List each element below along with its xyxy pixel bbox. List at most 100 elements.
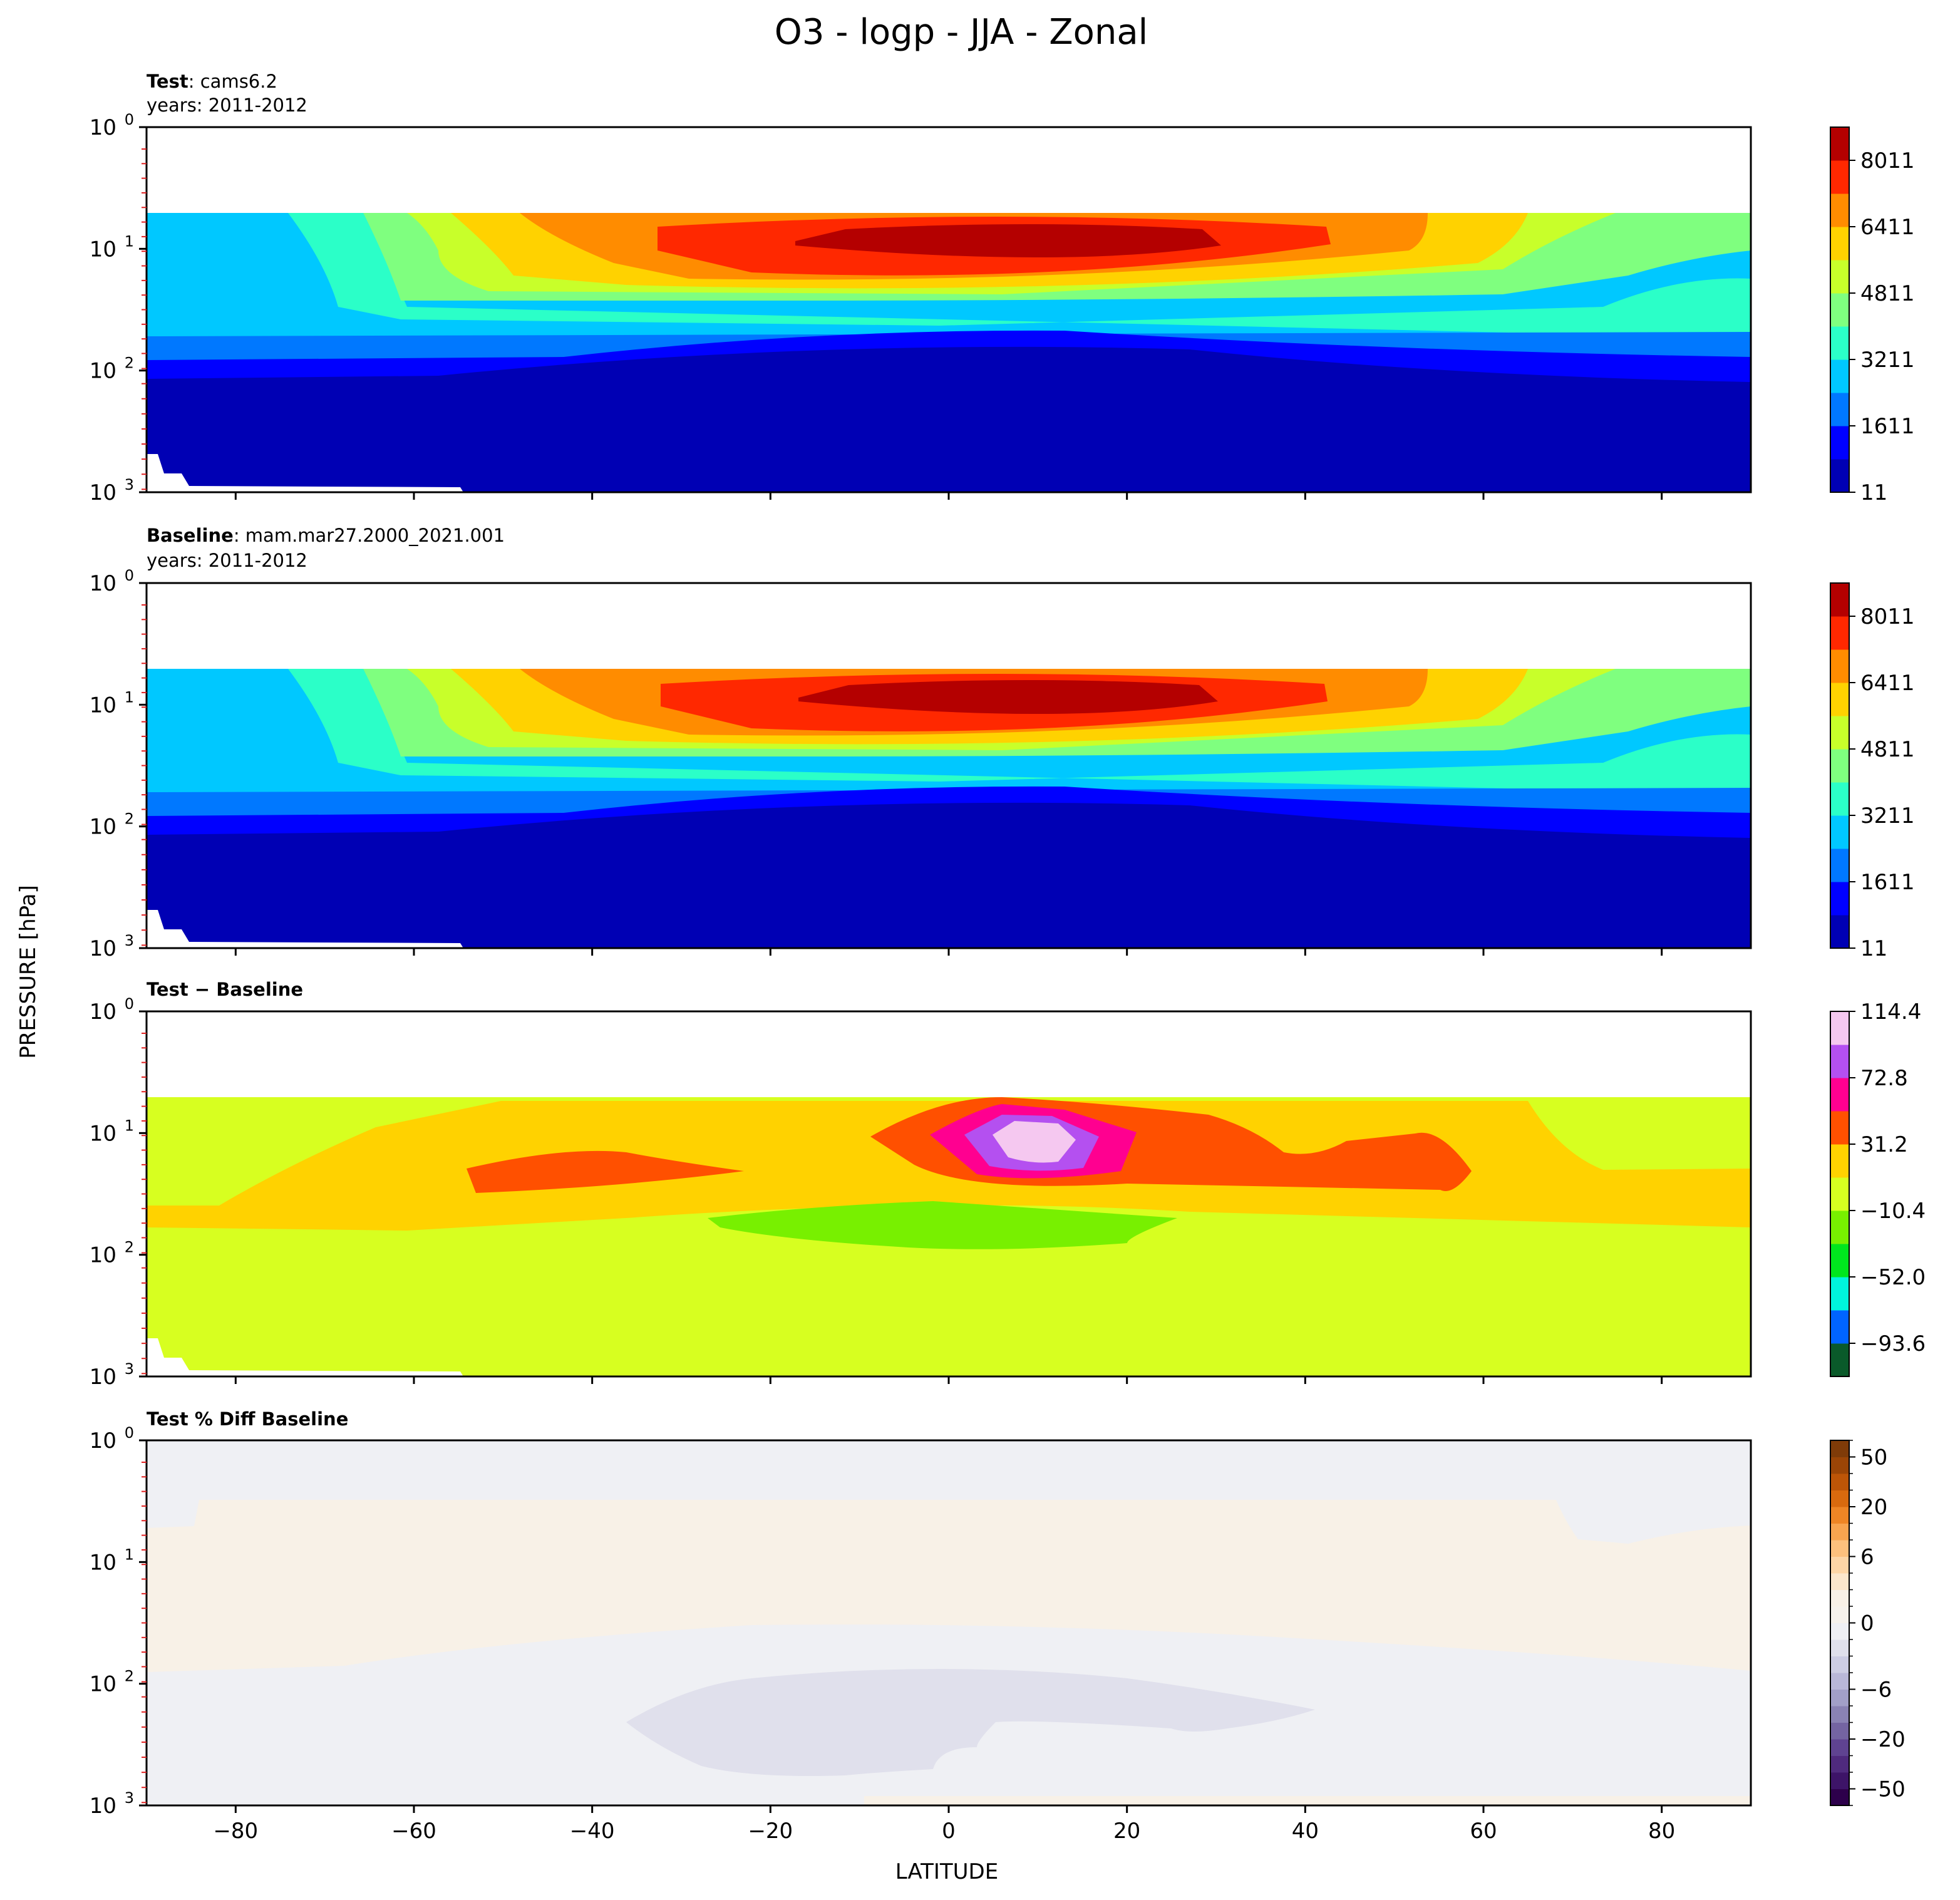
panel-baseline-contours [147,583,1751,948]
panel-test-label-bold: Test [147,71,188,92]
y-tick-exponent: 0 [125,1424,134,1442]
colorbar-segment [1830,1772,1849,1789]
colorbar-tick-label: 3211 [1860,803,1915,829]
colorbar-segment [1830,1490,1849,1507]
colorbar-tick-label: 6411 [1860,671,1915,696]
colorbar-segment [1830,1656,1849,1673]
colorbar-segment [1830,1011,1849,1045]
colorbar-segment [1830,1722,1849,1740]
colorbar-tick-label: 6411 [1860,215,1915,240]
y-tick-exponent: 2 [125,1668,134,1685]
y-tick-label: 10 [90,1550,116,1575]
panel-test-years: years: 2011-2012 [147,95,307,116]
colorbar-segment [1830,326,1849,360]
contour-52.0a [467,1150,744,1193]
colorbar-segment [1830,1211,1849,1244]
panel-baseline-label-rest: : mam.mar27.2000_2021.001 [234,525,505,546]
contour-11 [147,346,1751,492]
colorbar-segment [1830,1244,1849,1278]
colorbar-segment [1830,1606,1849,1623]
x-tick-label: −60 [391,1819,436,1844]
colorbar-frame [1830,126,1850,493]
panel-baseline-label: Baseline: mam.mar27.2000_2021.001 [147,525,505,546]
y-tick-exponent: 1 [125,688,134,706]
colorbar-tick-label: 6 [1860,1545,1874,1570]
y-tick-exponent: 0 [125,567,134,584]
colorbar-tick-label: −52.0 [1860,1265,1926,1290]
x-tick-label: −40 [570,1819,615,1844]
x-axis-label: LATITUDE [895,1859,998,1884]
panel-pctdiff-label: Test % Diff Baseline [147,1408,348,1430]
contour-10.4 [708,1201,1177,1249]
colorbar-tick-label: 8011 [1860,148,1915,173]
panel-test: Test: cams6.2 years: 2011-2012 [145,71,1752,493]
colorbar-segment [1830,849,1849,882]
axes-generated: 10 010 110 210 310 010 110 210 310 010 110 210 310 01… [90,111,1926,1844]
colorbar-tick-label: 31.2 [1860,1132,1908,1157]
colorbar-segment [1830,1045,1849,1078]
y-tick-label: 10 [90,237,116,262]
y-tick-label: 10 [90,1794,116,1819]
colorbar-segment [1830,1589,1849,1607]
colorbar-segment [1830,459,1849,493]
colorbar-segment [1830,716,1849,750]
colorbar-segment [1830,227,1849,261]
y-tick-label: 10 [90,693,116,718]
x-tick-label: 0 [942,1819,956,1844]
colorbar-segment [1830,293,1849,327]
y-tick-label: 10 [90,936,116,961]
colorbar-tick-label: −93.6 [1860,1331,1926,1356]
colorbar-tick-label: 20 [1860,1495,1887,1520]
y-tick-exponent: 3 [125,476,134,493]
y-tick-label: 10 [90,1243,116,1268]
colorbar-tick-label: 4811 [1860,281,1915,306]
y-tick-label: 10 [90,115,116,140]
x-tick-label: 80 [1648,1819,1675,1844]
y-tick-exponent: 3 [125,1789,134,1807]
y-tick-label: 10 [90,1365,116,1390]
colorbar-tick-label: −20 [1860,1727,1906,1752]
y-tick-exponent: 3 [125,932,134,949]
colorbar-segment [1830,1343,1849,1377]
colorbar-segment [1830,1573,1849,1590]
colorbar-segment [1830,194,1849,227]
y-tick-label: 10 [90,1672,116,1697]
x-tick-label: 20 [1113,1819,1140,1844]
panel-baseline-years: years: 2011-2012 [147,550,307,571]
y-tick-label: 10 [90,480,116,505]
colorbar-tick-label: 11 [1860,480,1887,505]
colorbar-segment [1830,1556,1849,1574]
panel-diff-contours [147,1011,1751,1376]
colorbar-segment [1830,260,1849,294]
colorbar-segment [1830,649,1849,683]
y-axis-label: PRESSURE [hPa] [16,885,41,1058]
colorbar-segment [1830,393,1849,426]
colorbar-tick-label: 3211 [1860,348,1915,373]
colorbar-tick-label: 1611 [1860,870,1915,895]
contour-neg [626,1669,1315,1776]
colorbar-segment [1830,1111,1849,1145]
figure-title: O3 - logp - JJA - Zonal [775,12,1148,53]
y-tick-label: 10 [90,999,116,1025]
colorbar-segment [1830,882,1849,916]
contour-114.4 [993,1121,1076,1163]
colorbar-segment [1830,583,1849,617]
colorbar-segment [1830,127,1849,161]
colorbar-segment [1830,1310,1849,1344]
y-tick-label: 10 [90,815,116,840]
y-tick-label: 10 [90,1428,116,1453]
colorbar-segment [1830,1523,1849,1541]
y-tick-exponent: 1 [125,1546,134,1563]
colorbar-tick-label: −6 [1860,1678,1892,1703]
colorbar-segment [1830,1673,1849,1690]
contour-4011 [288,213,1751,338]
colorbar-segment [1830,616,1849,650]
x-tick-label: −80 [213,1819,258,1844]
y-tick-exponent: 0 [125,995,134,1013]
colorbar-tick-label: 0 [1860,1611,1874,1636]
colorbar-segment [1830,1440,1849,1457]
panel-test-label-rest: : cams6.2 [188,71,277,92]
colorbar-segment [1830,1639,1849,1656]
colorbar-tick-label: 114.4 [1860,999,1921,1025]
y-tick-exponent: 2 [125,354,134,372]
